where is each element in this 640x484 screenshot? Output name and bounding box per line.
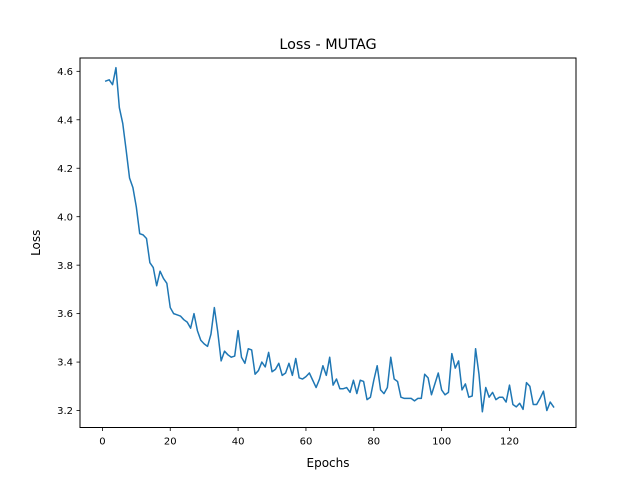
x-axis-label: Epochs <box>307 456 350 470</box>
series-line-0 <box>104 66 555 413</box>
x-tick-label: 0 <box>99 437 105 448</box>
x-tick-label: 20 <box>164 437 177 448</box>
x-tick-label: 120 <box>500 437 519 448</box>
y-axis-label: Loss <box>29 230 43 256</box>
x-tick-label: 100 <box>432 437 451 448</box>
y-tick-label: 4.2 <box>57 164 73 175</box>
y-axis-ticks: 3.2 3.4 3.6 3.8 4.0 4.2 4.4 4.6 <box>57 67 80 417</box>
x-tick-label: 40 <box>232 437 245 448</box>
x-tick-label: 60 <box>300 437 313 448</box>
x-tick-label: 80 <box>367 437 380 448</box>
y-tick-label: 3.8 <box>57 261 73 272</box>
plot-area <box>104 66 555 413</box>
axes-frame <box>79 57 577 428</box>
y-tick-label: 4.4 <box>57 115 73 126</box>
y-tick-label: 4.6 <box>57 67 73 78</box>
y-tick-label: 3.4 <box>57 358 73 369</box>
y-tick-label: 3.6 <box>57 309 73 320</box>
chart-title: Loss - MUTAG <box>279 37 376 53</box>
x-axis-ticks: 0 20 40 60 80 100 120 <box>99 427 519 448</box>
y-tick-label: 4.0 <box>57 212 73 223</box>
y-tick-label: 3.2 <box>57 406 73 417</box>
